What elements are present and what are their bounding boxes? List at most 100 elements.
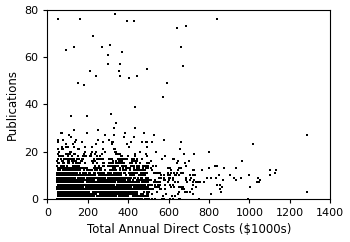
Point bbox=[73, 185, 79, 189]
Point bbox=[56, 183, 61, 187]
Point bbox=[122, 178, 128, 182]
Point bbox=[63, 183, 69, 187]
Point bbox=[122, 197, 128, 201]
Point bbox=[60, 154, 66, 158]
Point bbox=[70, 173, 75, 177]
Point bbox=[55, 183, 60, 187]
Point bbox=[77, 197, 83, 201]
Point bbox=[95, 157, 100, 161]
Point bbox=[64, 197, 70, 201]
Point bbox=[97, 183, 102, 187]
Point bbox=[55, 17, 61, 21]
Point bbox=[78, 192, 84, 196]
Point bbox=[75, 178, 81, 182]
Point bbox=[59, 176, 64, 180]
Point bbox=[56, 197, 61, 201]
Point bbox=[71, 197, 77, 201]
Point bbox=[130, 159, 135, 163]
Point bbox=[74, 180, 79, 184]
Point bbox=[134, 190, 139, 194]
Point bbox=[63, 197, 69, 201]
Point bbox=[102, 133, 107, 137]
Point bbox=[57, 197, 63, 201]
Point bbox=[81, 188, 86, 191]
Point bbox=[70, 185, 76, 189]
Point bbox=[63, 180, 68, 184]
Point bbox=[102, 180, 108, 184]
Point bbox=[214, 176, 219, 180]
Point bbox=[93, 185, 99, 189]
Point bbox=[64, 188, 69, 191]
Point bbox=[68, 176, 73, 180]
Point bbox=[71, 192, 77, 196]
Point bbox=[128, 140, 134, 144]
Point bbox=[162, 178, 167, 182]
Point bbox=[76, 178, 82, 182]
Point bbox=[119, 197, 125, 201]
Point bbox=[143, 185, 149, 189]
Point bbox=[99, 180, 105, 184]
Point bbox=[63, 157, 69, 161]
Point bbox=[58, 190, 64, 194]
Point bbox=[55, 183, 60, 187]
Point bbox=[63, 178, 68, 182]
Point bbox=[63, 192, 68, 196]
Point bbox=[62, 176, 67, 180]
Point bbox=[66, 183, 71, 187]
Point bbox=[147, 188, 152, 191]
Point bbox=[76, 192, 81, 196]
Point bbox=[67, 192, 73, 196]
Point bbox=[63, 178, 69, 182]
Point bbox=[58, 185, 64, 189]
Point bbox=[85, 176, 91, 180]
Point bbox=[76, 190, 82, 194]
Point bbox=[61, 197, 66, 201]
Point bbox=[84, 176, 90, 180]
Point bbox=[110, 161, 116, 165]
Point bbox=[122, 176, 127, 180]
Point bbox=[60, 197, 65, 201]
Point bbox=[59, 197, 64, 201]
Point bbox=[146, 183, 151, 187]
Point bbox=[92, 197, 97, 201]
Point bbox=[75, 157, 80, 161]
Point bbox=[66, 176, 72, 180]
Point bbox=[108, 164, 114, 168]
Point bbox=[114, 161, 119, 165]
Point bbox=[59, 197, 64, 201]
Point bbox=[71, 164, 76, 168]
Point bbox=[131, 180, 137, 184]
Point bbox=[66, 180, 72, 184]
Point bbox=[66, 180, 72, 184]
Point bbox=[60, 192, 65, 196]
Point bbox=[136, 195, 142, 198]
Point bbox=[68, 197, 74, 201]
Point bbox=[56, 168, 62, 172]
Point bbox=[96, 178, 101, 182]
Point bbox=[75, 197, 81, 201]
Point bbox=[126, 197, 131, 201]
Point bbox=[115, 188, 120, 191]
Point bbox=[67, 178, 72, 182]
Point bbox=[125, 192, 130, 196]
Point bbox=[58, 185, 64, 189]
Point bbox=[139, 176, 145, 180]
Point bbox=[61, 178, 67, 182]
Point bbox=[107, 197, 112, 201]
Point bbox=[57, 168, 62, 172]
Point bbox=[124, 176, 130, 180]
Point bbox=[111, 197, 116, 201]
Point bbox=[161, 138, 167, 142]
Point bbox=[119, 178, 125, 182]
Point bbox=[139, 178, 144, 182]
Point bbox=[66, 192, 72, 196]
Point bbox=[90, 192, 96, 196]
Point bbox=[120, 192, 126, 196]
Point bbox=[123, 197, 128, 201]
Point bbox=[80, 157, 86, 161]
Point bbox=[118, 183, 124, 187]
Point bbox=[60, 197, 65, 201]
Point bbox=[56, 185, 62, 189]
Point bbox=[61, 197, 67, 201]
Point bbox=[67, 178, 73, 182]
